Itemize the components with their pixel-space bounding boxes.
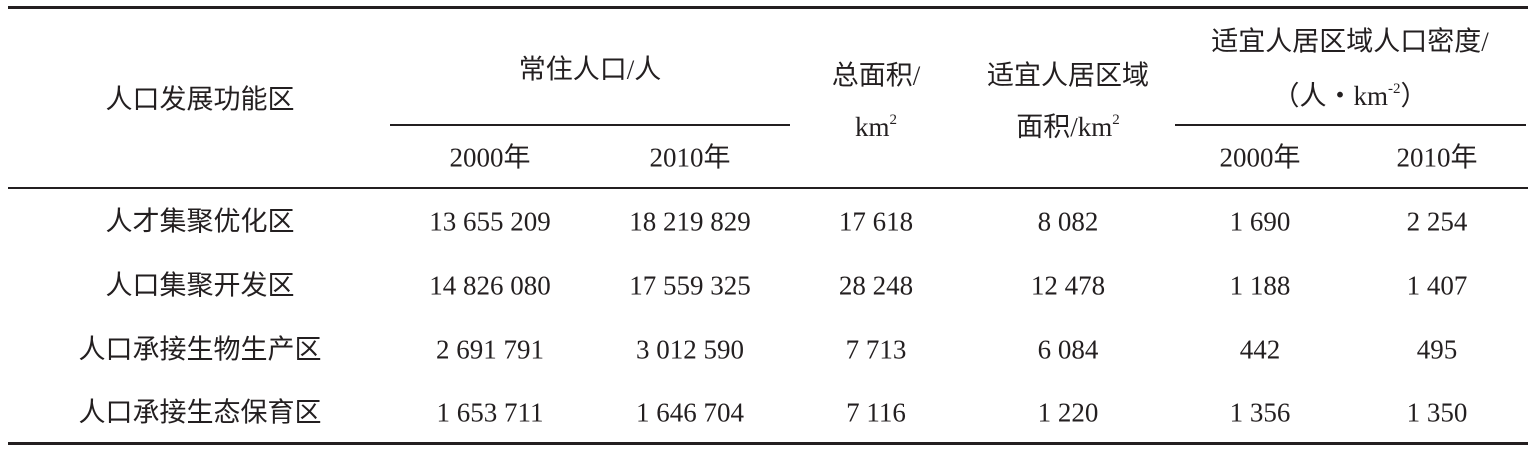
header-total-area-2: km2: [855, 113, 897, 141]
unit-text: （人・km: [1272, 81, 1389, 111]
cell-density-2010: 1 407: [1406, 270, 1468, 301]
cell-livable-area: 12 478: [1030, 270, 1106, 301]
cell-livable-area: 8 082: [1037, 206, 1099, 237]
cell-pop-2000: 2 691 791: [436, 334, 544, 365]
header-total-area-1: 总面积/: [831, 60, 921, 91]
cell-density-2000: 442: [1239, 334, 1281, 365]
cell-pop-2000: 1 653 711: [436, 397, 544, 428]
cell-pop-2000: 13 655 209: [429, 206, 551, 237]
population-subheader-rule: [390, 124, 790, 126]
cell-total-area: 7 116: [846, 397, 906, 428]
cell-pop-2000: 14 826 080: [429, 270, 551, 301]
header-livable-area-1: 适宜人居区域: [987, 60, 1149, 91]
unit-text: 面积/km: [1016, 112, 1113, 142]
cell-density-2000: 1 188: [1229, 270, 1291, 301]
unit-sup: 2: [1112, 112, 1120, 128]
header-density-2010: 2010年: [1396, 142, 1478, 173]
cell-total-area: 28 248: [838, 270, 914, 301]
header-bottom-rule: [8, 187, 1528, 189]
cell-pop-2010: 18 219 829: [629, 206, 751, 237]
cell-livable-area: 1 220: [1037, 397, 1099, 428]
header-livable-area-2: 面积/km2: [1016, 113, 1120, 141]
cell-density-2000: 1 690: [1229, 206, 1291, 237]
top-rule: [8, 6, 1528, 9]
unit-sup: 2: [889, 112, 898, 128]
header-resident-population: 常住人口/人: [518, 54, 662, 85]
unit-close: ）: [1400, 81, 1428, 111]
unit-sup: -2: [1388, 81, 1401, 97]
bottom-rule: [8, 442, 1528, 445]
cell-pop-2010: 3 012 590: [636, 334, 744, 365]
cell-total-area: 7 713: [845, 334, 907, 365]
header-pop-2010: 2010年: [649, 142, 731, 173]
unit-text: km: [854, 112, 890, 142]
header-pop-2000: 2000年: [449, 142, 531, 173]
cell-total-area: 17 618: [838, 206, 914, 237]
header-density-1: 适宜人居区域人口密度/: [1211, 26, 1489, 57]
cell-zone: 人口承接生物生产区: [78, 334, 322, 365]
cell-density-2000: 1 356: [1229, 397, 1291, 428]
header-density-2: （人・km-2）: [1272, 82, 1427, 110]
cell-zone: 人口承接生态保育区: [78, 397, 322, 428]
density-subheader-rule: [1175, 124, 1526, 126]
cell-pop-2010: 1 646 704: [636, 397, 744, 428]
header-zone: 人口发展功能区: [105, 84, 295, 115]
cell-zone: 人口集聚开发区: [105, 270, 295, 301]
cell-livable-area: 6 084: [1037, 334, 1099, 365]
cell-density-2010: 495: [1416, 334, 1458, 365]
cell-density-2010: 1 350: [1406, 397, 1468, 428]
cell-pop-2010: 17 559 325: [629, 270, 751, 301]
header-density-2000: 2000年: [1219, 142, 1301, 173]
cell-zone: 人才集聚优化区: [105, 206, 295, 237]
cell-density-2010: 2 254: [1406, 206, 1468, 237]
